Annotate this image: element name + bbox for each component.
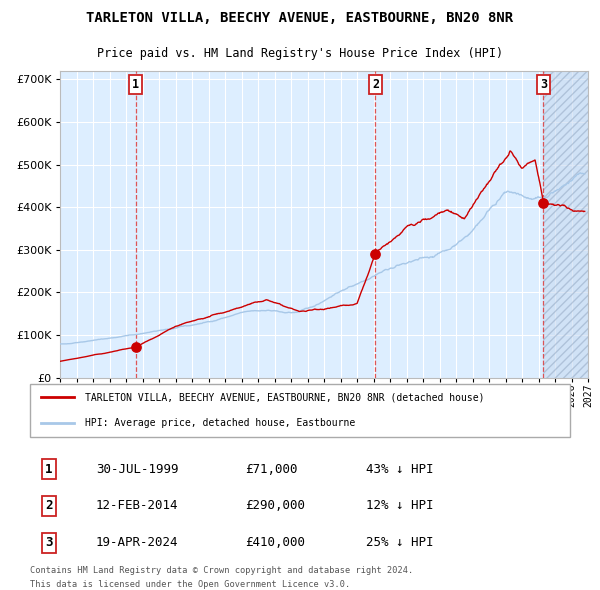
Text: This data is licensed under the Open Government Licence v3.0.: This data is licensed under the Open Gov… bbox=[29, 579, 350, 589]
Point bbox=[371, 250, 380, 259]
Point bbox=[131, 343, 140, 352]
Text: 1: 1 bbox=[45, 463, 53, 476]
Text: Contains HM Land Registry data © Crown copyright and database right 2024.: Contains HM Land Registry data © Crown c… bbox=[29, 566, 413, 575]
Text: 25% ↓ HPI: 25% ↓ HPI bbox=[366, 536, 434, 549]
Text: 43% ↓ HPI: 43% ↓ HPI bbox=[366, 463, 434, 476]
Text: 30-JUL-1999: 30-JUL-1999 bbox=[96, 463, 178, 476]
Text: 3: 3 bbox=[540, 78, 547, 91]
Text: 2: 2 bbox=[372, 78, 379, 91]
Text: 12% ↓ HPI: 12% ↓ HPI bbox=[366, 499, 434, 513]
Text: HPI: Average price, detached house, Eastbourne: HPI: Average price, detached house, East… bbox=[85, 418, 355, 428]
Text: TARLETON VILLA, BEECHY AVENUE, EASTBOURNE, BN20 8NR: TARLETON VILLA, BEECHY AVENUE, EASTBOURN… bbox=[86, 11, 514, 25]
Text: £71,000: £71,000 bbox=[245, 463, 298, 476]
Point bbox=[539, 198, 548, 208]
Text: 2: 2 bbox=[45, 499, 53, 513]
Text: £410,000: £410,000 bbox=[245, 536, 305, 549]
Text: Price paid vs. HM Land Registry's House Price Index (HPI): Price paid vs. HM Land Registry's House … bbox=[97, 47, 503, 60]
Text: 19-APR-2024: 19-APR-2024 bbox=[96, 536, 178, 549]
Text: 3: 3 bbox=[45, 536, 53, 549]
FancyBboxPatch shape bbox=[29, 384, 571, 437]
Text: £290,000: £290,000 bbox=[245, 499, 305, 513]
Text: 12-FEB-2014: 12-FEB-2014 bbox=[96, 499, 178, 513]
Text: TARLETON VILLA, BEECHY AVENUE, EASTBOURNE, BN20 8NR (detached house): TARLETON VILLA, BEECHY AVENUE, EASTBOURN… bbox=[85, 392, 484, 402]
Bar bbox=[544, 71, 588, 378]
Text: 1: 1 bbox=[132, 78, 139, 91]
